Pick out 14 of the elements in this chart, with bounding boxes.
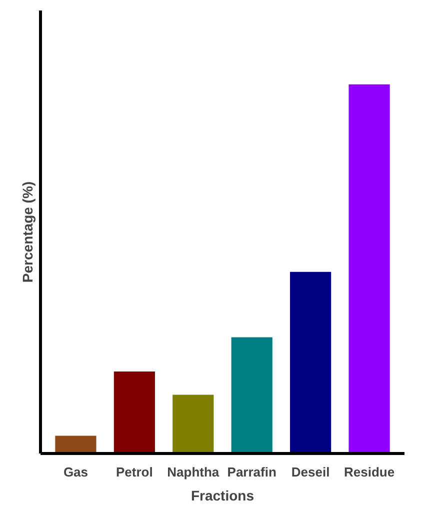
- bar: [348, 84, 390, 454]
- x-axis-title: Fractions: [190, 488, 254, 504]
- x-tick-label: Gas: [63, 464, 88, 480]
- x-tick-label: Deseil: [291, 464, 330, 480]
- x-tick-label: Petrol: [116, 464, 153, 480]
- bar: [55, 436, 96, 454]
- bar: [290, 272, 332, 454]
- x-tick-label: Residue: [344, 464, 395, 480]
- bar: [114, 372, 155, 454]
- x-tick-label: Naphtha: [167, 464, 220, 480]
- x-tick-label: Parrafin: [227, 464, 276, 480]
- bar: [231, 337, 272, 454]
- y-axis-title: Percentage (%): [20, 181, 36, 283]
- bar: [172, 394, 214, 454]
